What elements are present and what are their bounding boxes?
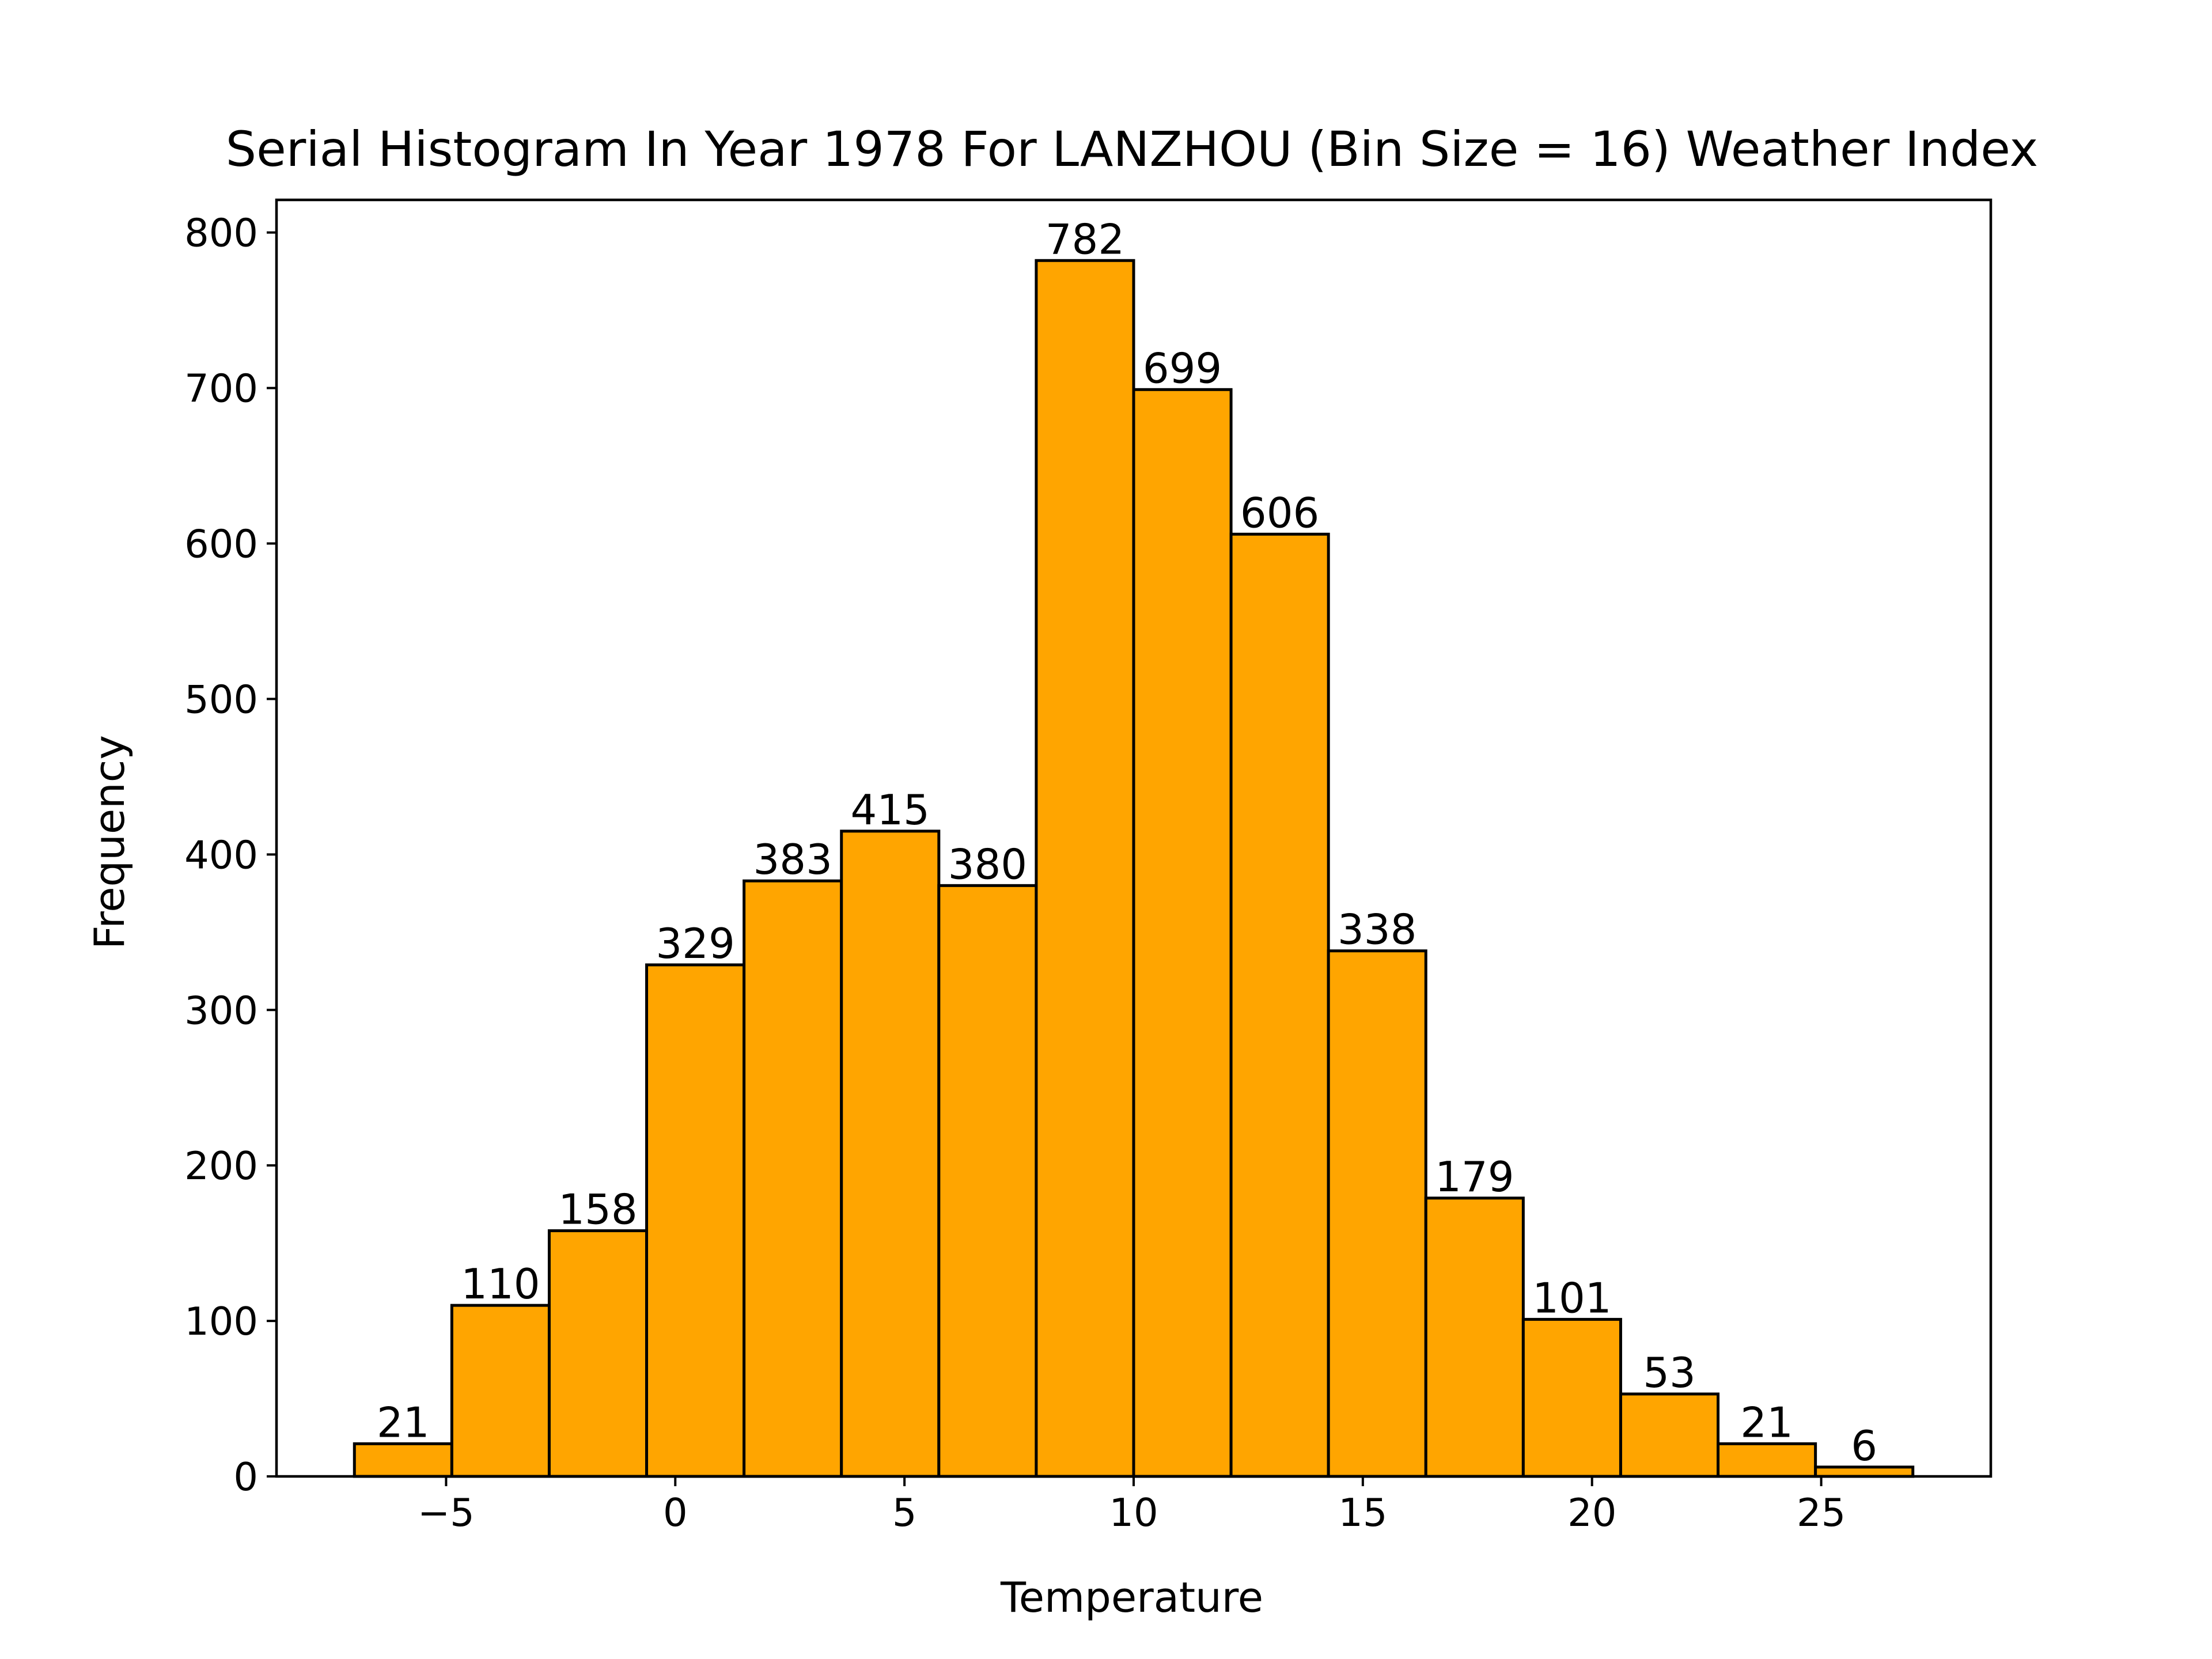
y-axis-label: Frequency (85, 735, 134, 949)
y-tick-label: 200 (184, 1143, 258, 1188)
x-tick-label: 0 (663, 1490, 688, 1535)
x-axis-label: Temperature (1000, 1573, 1263, 1622)
x-tick-label: 5 (892, 1490, 917, 1535)
bar-value-label: 606 (1240, 488, 1319, 537)
bar-value-label: 415 (851, 786, 930, 834)
bar-value-label: 21 (377, 1398, 430, 1446)
bars-layer (353, 259, 1915, 1478)
histogram-bar (1035, 259, 1135, 1478)
y-tick-label: 700 (184, 366, 258, 411)
bar-labels-layer: 21 110 158 329 383 415 380 782 699 606 338 179 101 53… (377, 215, 1877, 1470)
histogram-bar (1619, 1392, 1720, 1478)
bar-value-label: 699 (1143, 344, 1222, 392)
y-tick-label: 500 (184, 677, 258, 722)
y-tick-label: 0 (233, 1455, 258, 1499)
bar-value-label: 110 (461, 1260, 540, 1308)
y-tick-label: 800 (184, 211, 258, 256)
bar-value-label: 53 (1643, 1349, 1696, 1397)
bar-value-label: 21 (1740, 1398, 1793, 1446)
y-axis: 0 100 200 300 400 500 600 700 800 (184, 211, 276, 1499)
x-tick-label: 20 (1567, 1490, 1616, 1535)
histogram-bar (1717, 1442, 1817, 1478)
x-tick-label: −5 (418, 1490, 475, 1535)
bar-value-label: 383 (753, 835, 832, 884)
histogram-bar (1327, 949, 1427, 1478)
histogram-bar (450, 1304, 551, 1478)
bar-value-label: 782 (1046, 215, 1124, 263)
chart-title: Serial Histogram In Year 1978 For LANZHO… (226, 121, 2038, 177)
bar-value-label: 329 (656, 919, 734, 968)
x-tick-label: 10 (1109, 1490, 1158, 1535)
x-axis: −5 0 5 10 15 20 25 (418, 1476, 1846, 1535)
bar-value-label: 338 (1338, 906, 1416, 954)
histogram-bar (743, 879, 843, 1478)
histogram-bar (1521, 1317, 1622, 1478)
histogram-bar (1229, 532, 1330, 1478)
histogram-bar (1132, 388, 1233, 1478)
y-tick-label: 400 (184, 832, 258, 877)
y-tick-label: 600 (184, 522, 258, 567)
bar-value-label: 101 (1532, 1274, 1611, 1322)
bar-value-label: 158 (558, 1185, 637, 1234)
histogram-bar (353, 1442, 453, 1478)
x-tick-label: 25 (1797, 1490, 1846, 1535)
x-tick-label: 15 (1338, 1490, 1387, 1535)
y-tick-label: 300 (184, 988, 258, 1033)
y-tick-label: 100 (184, 1299, 258, 1344)
histogram-bar (645, 963, 746, 1478)
histogram-bar (840, 830, 941, 1478)
histogram-bar (937, 884, 1038, 1478)
bar-value-label: 380 (948, 840, 1027, 888)
histogram-bar (547, 1229, 649, 1478)
bar-value-label: 6 (1851, 1422, 1877, 1470)
bar-value-label: 179 (1435, 1153, 1514, 1201)
histogram-bar (1424, 1196, 1525, 1478)
